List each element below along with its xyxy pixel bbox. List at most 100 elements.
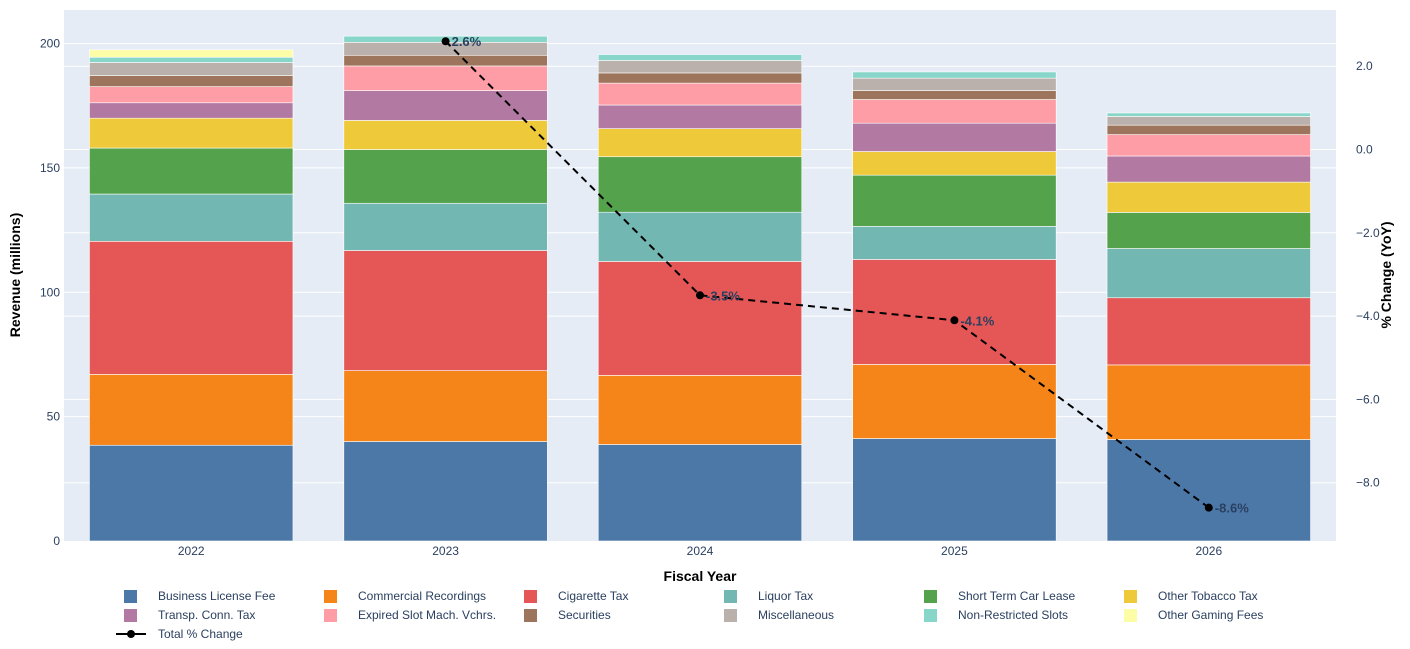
bar-segment	[852, 99, 1057, 124]
bar-segment	[343, 90, 548, 121]
bar-segment	[597, 128, 803, 158]
legend-item[interactable]: Expired Slot Mach. Vchrs.	[324, 608, 496, 622]
legend-item[interactable]: Transp. Conn. Tax	[124, 608, 255, 622]
percent-change-point	[1204, 503, 1213, 512]
bar-segment	[89, 49, 294, 58]
legend-swatch	[524, 609, 537, 622]
bar-segment	[89, 444, 294, 542]
bar-segment	[597, 261, 803, 376]
y2-tick-label: 2.0	[1356, 59, 1373, 73]
bar-segment	[852, 174, 1057, 227]
bar-segment	[89, 117, 294, 149]
legend-swatch	[724, 590, 737, 603]
legend-item[interactable]: Liquor Tax	[724, 589, 813, 603]
legend-item[interactable]: Other Gaming Fees	[1124, 608, 1263, 622]
bar-segment	[1106, 364, 1311, 440]
y2-tick-label: 0.0	[1356, 143, 1373, 157]
legend-swatch	[124, 590, 137, 603]
percent-change-path	[444, 40, 1210, 509]
legend-item[interactable]: Short Term Car Lease	[924, 589, 1075, 603]
x-tick-label: 2023	[432, 544, 459, 558]
bar-segment	[343, 149, 548, 204]
bar-segment	[89, 241, 294, 375]
bar-segment	[1106, 297, 1311, 366]
bar-segment	[597, 104, 803, 129]
y-tick-label: 0	[53, 534, 60, 548]
legend-item[interactable]: Total % Change	[116, 627, 243, 641]
legend-swatch	[324, 609, 337, 622]
legend-label: Other Gaming Fees	[1158, 608, 1263, 622]
bar-segment	[852, 90, 1057, 100]
bar-segment	[89, 193, 294, 242]
bar-segment	[597, 156, 803, 213]
bar-segment	[89, 102, 294, 119]
legend-item[interactable]: Cigarette Tax	[524, 589, 628, 603]
legend-label: Total % Change	[158, 627, 243, 641]
bar-segment	[1106, 124, 1311, 135]
bar-segment	[1106, 112, 1311, 117]
legend-label: Liquor Tax	[758, 589, 813, 603]
bars	[89, 35, 1311, 542]
x-tick-label: 2024	[687, 544, 714, 558]
legend-label: Transp. Conn. Tax	[158, 608, 255, 622]
legend-item[interactable]: Miscellaneous	[724, 608, 834, 622]
bar-segment	[89, 56, 294, 63]
legend-label: Miscellaneous	[758, 608, 834, 622]
legend-item[interactable]: Other Tobacco Tax	[1124, 589, 1258, 603]
legend-swatch	[124, 609, 137, 622]
bar-segment	[343, 65, 548, 91]
bar-segment	[852, 122, 1057, 152]
legend-item[interactable]: Business License Fee	[124, 589, 276, 603]
bar-segment	[1106, 116, 1311, 126]
bar-segment	[1106, 248, 1311, 299]
percent-change-point	[441, 37, 450, 46]
bar-segment	[852, 364, 1057, 439]
bar-segment	[852, 77, 1057, 91]
bar-segment	[89, 374, 294, 446]
bar-segment	[1106, 155, 1311, 183]
percent-change-label: 2.6%	[452, 34, 482, 49]
bar-segment	[1106, 439, 1311, 542]
y-tick-label: 50	[47, 410, 61, 424]
legend-line-marker	[127, 630, 135, 638]
bar-segment	[89, 62, 294, 76]
y2-tick-label: −2.0	[1356, 226, 1380, 240]
percent-change-label: -8.6%	[1215, 501, 1249, 516]
y2-axis-title: % Change (YoY)	[1378, 221, 1394, 328]
y2-tick-label: −6.0	[1356, 392, 1380, 406]
x-tick-label: 2022	[178, 544, 205, 558]
y2-tick-label: −8.0	[1356, 476, 1380, 490]
percent-change-line: 2.6% -3.5% -4.1% -8.6%	[441, 34, 1249, 516]
bar-segment	[1106, 181, 1311, 213]
bar-segment	[343, 441, 548, 542]
bar-segment	[89, 75, 294, 87]
legend-item[interactable]: Securities	[524, 608, 611, 622]
bar-segment	[343, 120, 548, 150]
percent-change-point	[950, 316, 959, 325]
legend: Business License Fee Commercial Recording…	[116, 589, 1263, 641]
legend-item[interactable]: Non-Restricted Slots	[924, 608, 1068, 622]
bar-segment	[89, 86, 294, 104]
bar-segment	[852, 259, 1057, 365]
bar-segment	[597, 54, 803, 61]
y-axis-title: Revenue (millions)	[7, 213, 23, 337]
percent-change-label: -4.1%	[960, 313, 994, 328]
bar-segment	[343, 370, 548, 442]
x-axis-title: Fiscal Year	[664, 568, 737, 584]
legend-label: Commercial Recordings	[358, 589, 486, 603]
x-tick-label: 2026	[1195, 544, 1222, 558]
x-tick-label: 2025	[941, 544, 968, 558]
bar-segment	[343, 202, 548, 251]
bar-segment	[852, 151, 1057, 176]
legend-label: Other Tobacco Tax	[1158, 589, 1258, 603]
y-tick-label: 100	[40, 285, 60, 299]
bar-segment	[343, 250, 548, 371]
y-tick-label: 200	[40, 37, 60, 51]
bar-segment	[597, 211, 803, 262]
bar-segment	[597, 60, 803, 74]
legend-item[interactable]: Commercial Recordings	[324, 589, 486, 603]
axes: 0 50 100 150 200 2.0 0.0 −2.0 −4.0 −6.0 −8.0 2022 20…	[40, 37, 1380, 558]
y2-tick-label: −4.0	[1356, 309, 1380, 323]
